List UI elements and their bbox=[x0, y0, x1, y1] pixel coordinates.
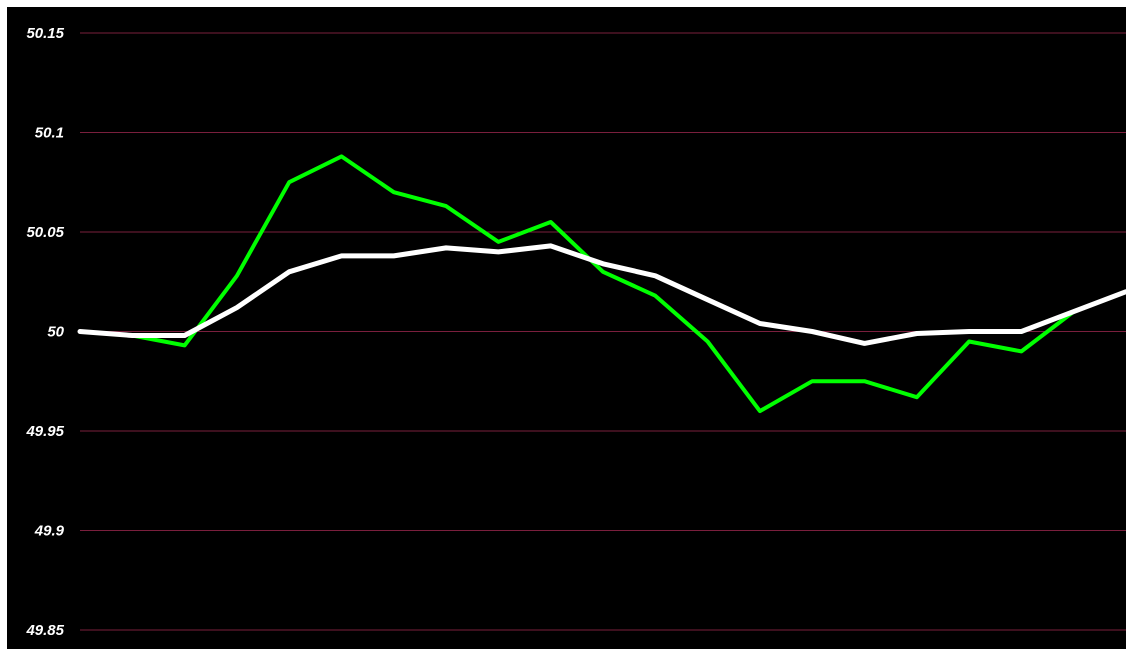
y-tick-label: 50.15 bbox=[26, 25, 64, 42]
y-tick-label: 50 bbox=[47, 324, 64, 341]
series-lines bbox=[77, 154, 1129, 414]
gridlines bbox=[80, 32, 1126, 631]
plot-background bbox=[7, 7, 1126, 649]
y-tick-label: 50.05 bbox=[26, 224, 64, 241]
y-tick-labels: 50.15 50.1 50.05 50 49.95 49.9 49.85 bbox=[25, 25, 64, 639]
y-tick-label: 49.85 bbox=[25, 622, 64, 639]
y-tick-label: 49.95 bbox=[25, 423, 64, 440]
y-tick-label: 50.1 bbox=[35, 125, 64, 142]
y-tick-label: 49.9 bbox=[34, 523, 65, 540]
